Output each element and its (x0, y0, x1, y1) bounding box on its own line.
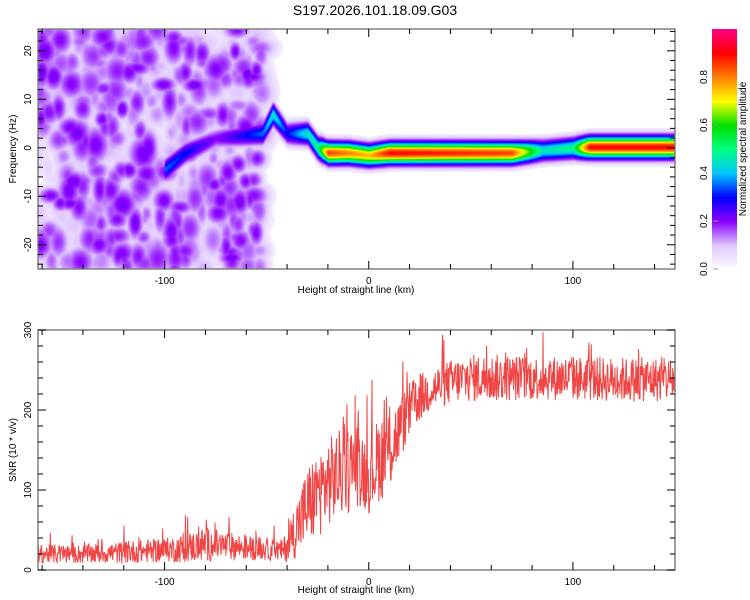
snr-x-ticks: -100 0 100 (41, 330, 656, 588)
x-tick-label: 0 (366, 276, 372, 287)
x-tick-label: 0 (366, 577, 372, 588)
y-tick-label: 0 (23, 145, 34, 151)
colorbar-tick-label: 0.4 (699, 166, 710, 180)
chart-title: S197.2026.101.18.09.G03 (292, 2, 458, 18)
colorbar-tick-label: 0.8 (699, 70, 710, 84)
colorbar-gradient (712, 29, 737, 269)
x-tick-label: -100 (155, 577, 175, 588)
x-tick-label: 100 (565, 276, 582, 287)
colorbar-tick-label: 0.0 (699, 262, 710, 276)
snr-line (37, 332, 676, 565)
x-tick-label: -100 (155, 276, 175, 287)
y-tick-label: -10 (23, 189, 34, 204)
spectrogram-y-label: Frequency (Hz) (8, 115, 19, 184)
spectrogram-x-ticks: -100 0 100 (41, 29, 656, 287)
y-tick-label: 0 (23, 567, 34, 573)
y-tick-label: 10 (23, 93, 34, 105)
y-tick-label: 300 (23, 321, 34, 338)
colorbar-tick-label: 0.2 (699, 214, 710, 228)
spectrogram-x-label: Height of straight line (km) (298, 285, 415, 296)
y-tick-label: 20 (23, 45, 34, 57)
y-tick-label: 100 (23, 481, 34, 498)
colorbar-ticks: 0.0 0.2 0.4 0.6 0.8 (699, 70, 718, 276)
spectrogram-heatmap (38, 29, 675, 269)
spectrogram-frame (37, 28, 676, 270)
x-tick-label: 100 (565, 577, 582, 588)
y-tick-label: -20 (23, 237, 34, 252)
colorbar-label: Normalized spectral amplitude (738, 81, 749, 216)
spectrogram-y-ticks: -20 -10 0 10 20 (23, 30, 675, 265)
snr-y-ticks: 0 100 200 300 (23, 321, 675, 573)
colorbar-tick-label: 0.6 (699, 118, 710, 132)
snr-frame (37, 329, 676, 571)
y-tick-label: 200 (23, 401, 34, 418)
snr-y-label: SNR (10 * v/v) (8, 418, 19, 482)
snr-x-label: Height of straight line (km) (298, 585, 415, 596)
